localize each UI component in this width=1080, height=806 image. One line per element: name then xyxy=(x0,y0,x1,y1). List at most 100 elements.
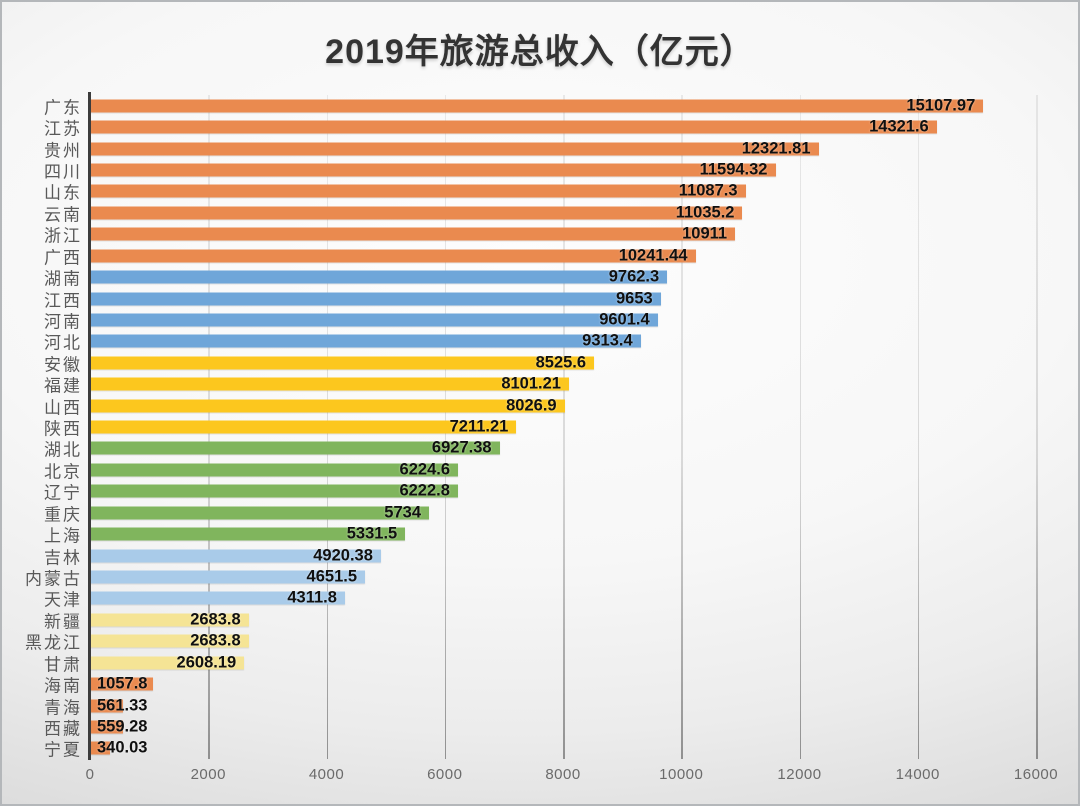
category-label: 安徽 xyxy=(44,355,82,375)
category-label: 辽宁 xyxy=(44,483,82,503)
value-label: 7211.21 xyxy=(449,417,509,436)
bar xyxy=(90,656,245,670)
category-label: 湖北 xyxy=(44,440,82,460)
value-label: 8525.6 xyxy=(535,353,587,372)
value-label: 10911 xyxy=(682,224,728,243)
gridline xyxy=(681,95,683,759)
bar xyxy=(90,441,500,455)
x-tick-label: 6000 xyxy=(427,766,463,783)
value-label: 14321.6 xyxy=(869,117,929,136)
category-label: 广东 xyxy=(44,98,82,118)
value-label: 4651.5 xyxy=(306,567,358,586)
bar xyxy=(90,206,743,220)
bar xyxy=(90,184,746,198)
bar xyxy=(90,527,406,541)
value-label: 11594.32 xyxy=(699,160,768,179)
bar xyxy=(90,506,430,520)
bar-row: 山东 11087.3 xyxy=(44,181,1036,203)
bar xyxy=(90,591,345,605)
category-label: 青海 xyxy=(44,698,82,718)
chart-title: 2019年旅游总收入（亿元） xyxy=(325,33,755,71)
value-label: 12321.81 xyxy=(741,139,811,158)
value-label: 9762.3 xyxy=(608,267,660,286)
category-label: 天津 xyxy=(44,590,82,610)
gridline xyxy=(917,95,920,759)
category-label: 广西 xyxy=(44,248,82,268)
bar xyxy=(90,420,517,434)
value-label: 10241.44 xyxy=(618,246,688,265)
category-label: 宁夏 xyxy=(44,740,82,760)
value-label: 9653 xyxy=(616,289,653,307)
bar xyxy=(90,99,984,113)
bar xyxy=(90,377,569,391)
category-label: 吉林 xyxy=(44,548,82,568)
bar-row: 青海 561.33 xyxy=(44,695,1036,717)
gridline xyxy=(799,95,801,759)
category-label: 新疆 xyxy=(44,612,82,632)
bar xyxy=(90,720,124,734)
bar-row: 北京 6224.6 xyxy=(44,459,1036,481)
bar-row: 辽宁 6222.8 xyxy=(44,481,1036,503)
category-label: 贵州 xyxy=(44,141,82,161)
bar-row: 重庆 5734 xyxy=(44,502,1036,524)
category-label: 海南 xyxy=(44,676,82,696)
category-label: 北京 xyxy=(44,462,82,482)
bar xyxy=(90,142,819,156)
value-label: 5734 xyxy=(384,503,422,522)
x-tick-label: 0 xyxy=(85,766,95,783)
bar-row: 吉林 4920.38 xyxy=(44,545,1036,567)
bar-row: 内蒙古 4651.5 xyxy=(25,566,1036,588)
bar-row: 四川 11594.32 xyxy=(44,159,1036,181)
category-label: 黑龙江 xyxy=(25,633,82,653)
bar xyxy=(90,292,661,305)
value-label: 1057.8 xyxy=(97,674,148,693)
bar-row: 江苏 14321.6 xyxy=(44,116,1036,139)
value-label: 2683.8 xyxy=(190,610,241,629)
value-label: 4311.8 xyxy=(287,588,337,607)
gridline xyxy=(563,95,565,759)
value-label: 340.03 xyxy=(97,738,148,757)
bar-row: 山西 8026.9 xyxy=(44,395,1036,417)
category-label: 西藏 xyxy=(44,719,82,739)
bar-row: 天津 4311.8 xyxy=(44,588,1036,610)
value-label: 6222.8 xyxy=(399,481,450,500)
value-label: 6224.6 xyxy=(399,460,451,479)
plot-area: 广东 15107.97 江苏 14321.6 贵州 12321.81 四川 11594.32 山… xyxy=(25,92,1058,783)
bar xyxy=(90,120,937,134)
bar xyxy=(90,741,111,755)
bar xyxy=(90,249,696,263)
bar xyxy=(90,570,366,584)
bar-row: 陕西 7211.21 xyxy=(44,416,1036,439)
bar-row: 黑龙江 2683.8 xyxy=(25,631,1036,653)
bar-row: 湖南 9762.3 xyxy=(44,266,1036,289)
bars-container: 广东 15107.97 江苏 14321.6 贵州 12321.81 四川 11594.32 山… xyxy=(25,95,1036,760)
value-label: 8026.9 xyxy=(506,396,557,415)
category-label: 湖南 xyxy=(44,269,82,289)
bar xyxy=(90,634,249,648)
bar xyxy=(90,313,658,327)
category-label: 上海 xyxy=(44,526,82,546)
bar-row: 海南 1057.8 xyxy=(44,673,1036,696)
bar xyxy=(90,270,668,284)
bar xyxy=(90,334,641,348)
bar xyxy=(90,356,595,370)
value-label: 15107.97 xyxy=(906,96,976,115)
value-label: 561.33 xyxy=(97,696,148,715)
value-label: 11087.3 xyxy=(678,181,738,200)
y-axis-line xyxy=(88,92,91,760)
value-label: 6927.38 xyxy=(431,438,492,457)
category-label: 陕西 xyxy=(44,419,82,439)
bar-row: 湖北 6927.38 xyxy=(44,438,1036,460)
bar-row: 安徽 8525.6 xyxy=(44,352,1036,374)
value-label: 2683.8 xyxy=(190,631,241,650)
bar-row: 甘肃 2608.19 xyxy=(44,652,1036,674)
x-tick-label: 8000 xyxy=(545,766,581,783)
bar xyxy=(90,549,381,563)
gridline xyxy=(1036,95,1038,759)
category-label: 河北 xyxy=(44,333,82,353)
value-label: 8101.21 xyxy=(501,374,561,393)
category-label: 江西 xyxy=(44,291,82,310)
bar-row: 河南 9601.4 xyxy=(44,309,1036,331)
x-tick-label: 16000 xyxy=(1013,766,1059,783)
